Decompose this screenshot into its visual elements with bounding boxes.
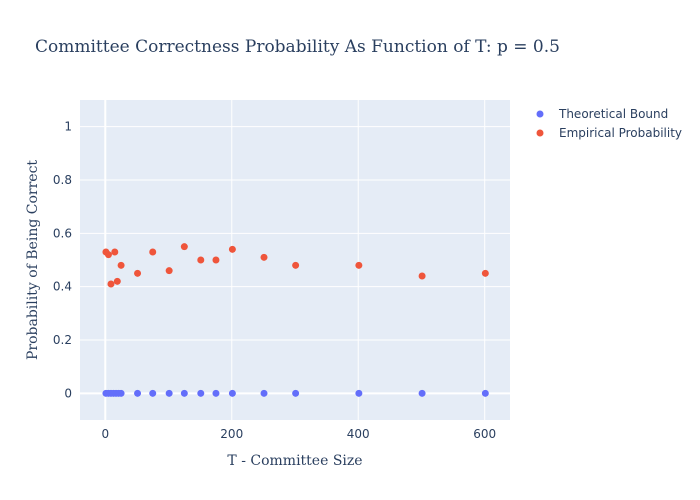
data-point[interactable]: [107, 280, 115, 288]
data-point[interactable]: [260, 389, 268, 397]
data-point[interactable]: [134, 269, 142, 277]
data-point[interactable]: [113, 277, 121, 285]
series-0: [102, 389, 489, 397]
data-point[interactable]: [180, 389, 188, 397]
data-point[interactable]: [180, 243, 188, 251]
data-point[interactable]: [228, 389, 236, 397]
y-tick-label: 0: [64, 386, 72, 400]
data-point[interactable]: [149, 389, 157, 397]
data-point[interactable]: [117, 389, 125, 397]
data-point[interactable]: [481, 269, 489, 277]
data-point[interactable]: [260, 253, 268, 261]
data-point[interactable]: [212, 389, 220, 397]
legend-item[interactable]: Empirical Probability: [536, 126, 683, 140]
data-point[interactable]: [418, 389, 426, 397]
data-point[interactable]: [197, 256, 205, 264]
data-point[interactable]: [292, 261, 300, 269]
y-tick-label: 0.6: [53, 226, 72, 240]
data-point[interactable]: [355, 389, 363, 397]
legend-label: Theoretical Bound: [558, 107, 668, 121]
data-point[interactable]: [418, 272, 426, 280]
data-point[interactable]: [355, 261, 363, 269]
data-points: [102, 243, 489, 397]
x-tick-label: 200: [220, 427, 243, 441]
data-point[interactable]: [228, 245, 236, 253]
data-point[interactable]: [481, 389, 489, 397]
data-point[interactable]: [104, 251, 112, 259]
x-axis-title: T - Committee Size: [227, 453, 362, 469]
y-tick-label: 1: [64, 120, 72, 134]
data-point[interactable]: [111, 248, 119, 256]
y-axis-title: Probability of Being Correct: [25, 160, 41, 360]
data-point[interactable]: [212, 256, 220, 264]
legend-label: Empirical Probability: [559, 126, 682, 140]
data-point[interactable]: [117, 261, 125, 269]
data-point[interactable]: [292, 389, 300, 397]
chart-title: Committee Correctness Probability As Fun…: [35, 37, 560, 57]
y-tick-label: 0.8: [53, 173, 72, 187]
x-tick-label: 0: [101, 427, 109, 441]
y-tick-label: 0.4: [53, 280, 72, 294]
legend-marker: [536, 129, 544, 137]
legend[interactable]: Theoretical Bound Empirical Probability: [536, 107, 683, 140]
data-point[interactable]: [134, 389, 142, 397]
data-point[interactable]: [165, 267, 173, 275]
series-1: [102, 243, 489, 288]
plot-area: [80, 100, 510, 420]
x-tick-label: 400: [347, 427, 370, 441]
legend-item[interactable]: Theoretical Bound: [536, 107, 669, 121]
legend-marker: [536, 110, 544, 118]
data-point[interactable]: [197, 389, 205, 397]
data-point[interactable]: [149, 248, 157, 256]
data-point[interactable]: [165, 389, 173, 397]
tick-labels: 0 0.2 0.4 0.6 0.8 1 0 200 400 600: [53, 120, 496, 441]
x-tick-label: 600: [473, 427, 496, 441]
y-tick-label: 0.2: [53, 333, 72, 347]
